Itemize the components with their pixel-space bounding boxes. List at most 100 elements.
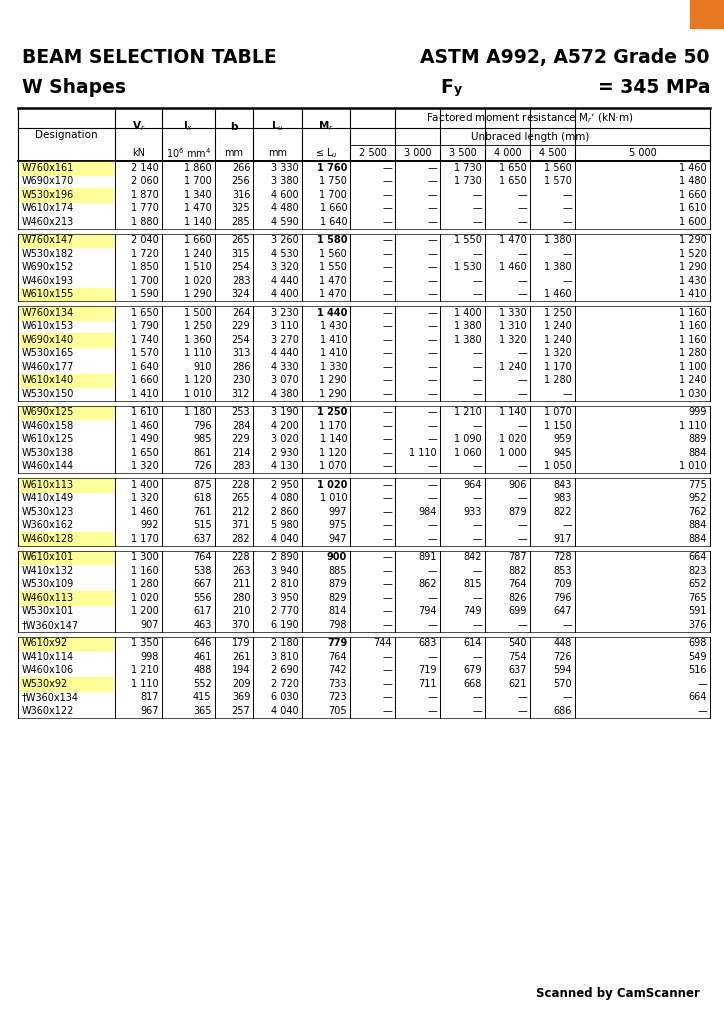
- Text: 1 020: 1 020: [184, 275, 211, 286]
- Text: W760x161: W760x161: [22, 163, 75, 173]
- Text: 822: 822: [553, 507, 572, 517]
- Bar: [18, 288, 115, 301]
- Text: —: —: [472, 348, 482, 358]
- Text: 283: 283: [232, 461, 251, 471]
- Text: —: —: [382, 666, 392, 675]
- Text: 415: 415: [193, 692, 211, 702]
- Text: —: —: [427, 494, 437, 503]
- Text: 621: 621: [508, 679, 527, 689]
- Text: 1 460: 1 460: [544, 289, 572, 299]
- Text: —: —: [382, 236, 392, 246]
- Text: —: —: [382, 203, 392, 213]
- Text: 983: 983: [554, 494, 572, 503]
- Text: 779: 779: [327, 638, 348, 648]
- Text: 179: 179: [232, 638, 251, 648]
- Bar: [690, 0, 724, 28]
- Text: 315: 315: [232, 249, 251, 259]
- Text: —: —: [472, 534, 482, 544]
- Text: 1 170: 1 170: [319, 421, 348, 431]
- Text: 754: 754: [508, 651, 527, 662]
- Text: 371: 371: [232, 520, 251, 530]
- Text: —: —: [472, 494, 482, 503]
- Text: 1 200: 1 200: [131, 606, 159, 616]
- Text: 1 320: 1 320: [544, 348, 572, 358]
- Text: 884: 884: [689, 447, 707, 458]
- Text: W610x101: W610x101: [22, 552, 74, 562]
- Text: 884: 884: [689, 520, 707, 530]
- Text: —: —: [427, 217, 437, 226]
- Text: —: —: [427, 308, 437, 317]
- Text: 1 700: 1 700: [131, 275, 159, 286]
- Text: 1 700: 1 700: [319, 189, 348, 200]
- Text: 1 480: 1 480: [679, 176, 707, 186]
- Text: 733: 733: [329, 679, 348, 689]
- Text: —: —: [382, 275, 392, 286]
- Text: 1 880: 1 880: [131, 217, 159, 226]
- Text: 3 110: 3 110: [271, 322, 299, 331]
- Text: kN: kN: [132, 148, 145, 158]
- Text: 1 410: 1 410: [131, 389, 159, 398]
- Text: 1 290: 1 290: [319, 375, 348, 385]
- Text: 1 570: 1 570: [131, 348, 159, 358]
- Text: W530x182: W530x182: [22, 249, 75, 259]
- Text: 885: 885: [329, 565, 348, 575]
- Text: —: —: [382, 348, 392, 358]
- Text: 647: 647: [554, 606, 572, 616]
- Text: 2 860: 2 860: [271, 507, 299, 517]
- Text: W690x170: W690x170: [22, 176, 75, 186]
- Text: 3 270: 3 270: [271, 335, 299, 345]
- Text: 1 000: 1 000: [500, 447, 527, 458]
- Text: —: —: [518, 189, 527, 200]
- Text: —: —: [382, 308, 392, 317]
- Text: —: —: [563, 692, 572, 702]
- Text: 2 930: 2 930: [271, 447, 299, 458]
- Text: 1 240: 1 240: [679, 375, 707, 385]
- Text: 1 120: 1 120: [319, 447, 348, 458]
- Text: 261: 261: [232, 651, 251, 662]
- Text: 5 980: 5 980: [271, 520, 299, 530]
- Text: 1 050: 1 050: [544, 461, 572, 471]
- Text: 3 500: 3 500: [449, 148, 476, 158]
- Text: 4 480: 4 480: [271, 203, 299, 213]
- Text: 4 080: 4 080: [271, 494, 299, 503]
- Text: 254: 254: [232, 262, 251, 272]
- Bar: [18, 233, 115, 247]
- Text: —: —: [427, 361, 437, 372]
- Text: 967: 967: [140, 706, 159, 716]
- Text: —: —: [382, 507, 392, 517]
- Text: 992: 992: [140, 520, 159, 530]
- Bar: [18, 478, 115, 492]
- Text: 1 160: 1 160: [679, 335, 707, 345]
- Text: 1 170: 1 170: [544, 361, 572, 372]
- Text: 228: 228: [232, 552, 251, 562]
- Text: W Shapes: W Shapes: [22, 78, 126, 97]
- Text: —: —: [518, 249, 527, 259]
- Text: 1 110: 1 110: [679, 421, 707, 431]
- Text: mm: mm: [224, 148, 243, 158]
- Text: 1 560: 1 560: [319, 249, 348, 259]
- Text: W460x113: W460x113: [22, 593, 74, 603]
- Text: 1 470: 1 470: [319, 275, 348, 286]
- Text: 794: 794: [418, 606, 437, 616]
- Text: 1 660: 1 660: [131, 375, 159, 385]
- Text: 652: 652: [689, 580, 707, 589]
- Text: W530x150: W530x150: [22, 389, 75, 398]
- Text: —: —: [427, 189, 437, 200]
- Text: W410x114: W410x114: [22, 651, 74, 662]
- Text: 1 850: 1 850: [131, 262, 159, 272]
- Text: 4 330: 4 330: [271, 361, 299, 372]
- Text: W530x101: W530x101: [22, 606, 75, 616]
- Text: —: —: [382, 389, 392, 398]
- Text: 1 340: 1 340: [184, 189, 211, 200]
- Text: —: —: [427, 163, 437, 173]
- Text: 280: 280: [232, 593, 251, 603]
- Text: —: —: [427, 434, 437, 444]
- Text: 3 190: 3 190: [271, 408, 299, 417]
- Text: —: —: [427, 335, 437, 345]
- Text: 1 610: 1 610: [131, 408, 159, 417]
- Text: 4 530: 4 530: [271, 249, 299, 259]
- Text: 1 020: 1 020: [131, 593, 159, 603]
- Text: 910: 910: [193, 361, 211, 372]
- Text: 637: 637: [508, 666, 527, 675]
- Text: 1 320: 1 320: [131, 461, 159, 471]
